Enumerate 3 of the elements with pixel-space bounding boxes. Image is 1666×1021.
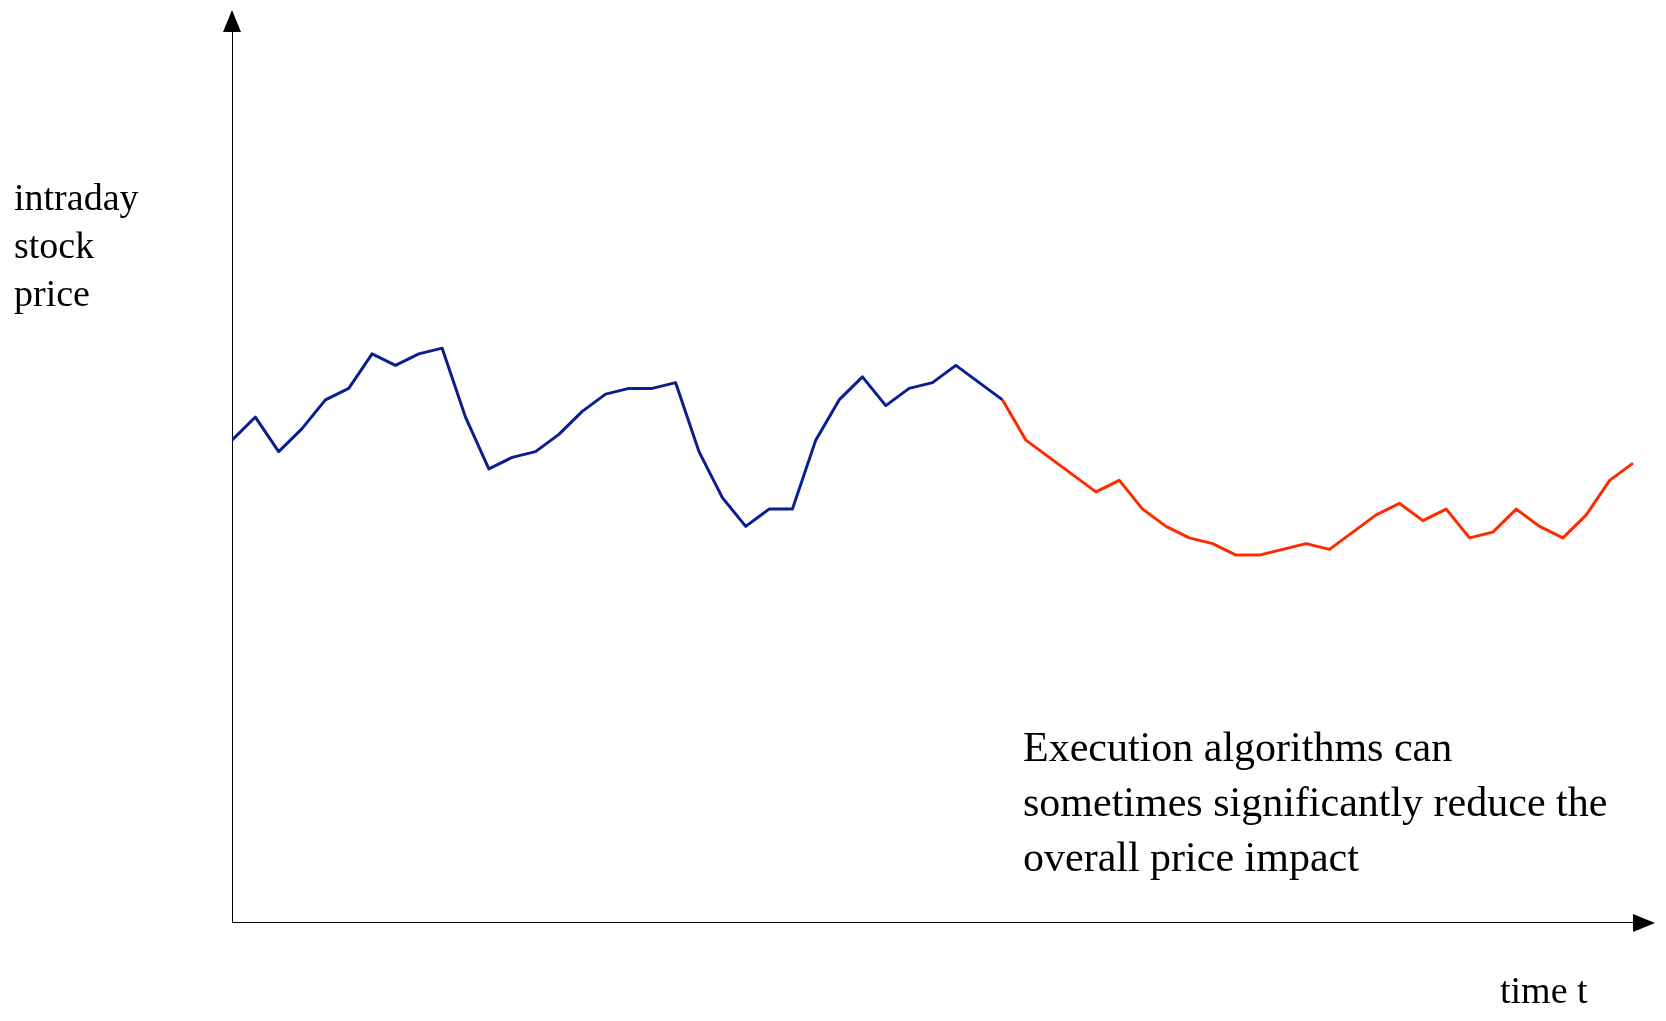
y-axis-title: intraday stock price: [14, 175, 140, 316]
annotation: Execution algorithms can sometimes significantly reduce the overall price impact: [1023, 723, 1609, 882]
x-axis-title: time t: [1500, 968, 1588, 1012]
